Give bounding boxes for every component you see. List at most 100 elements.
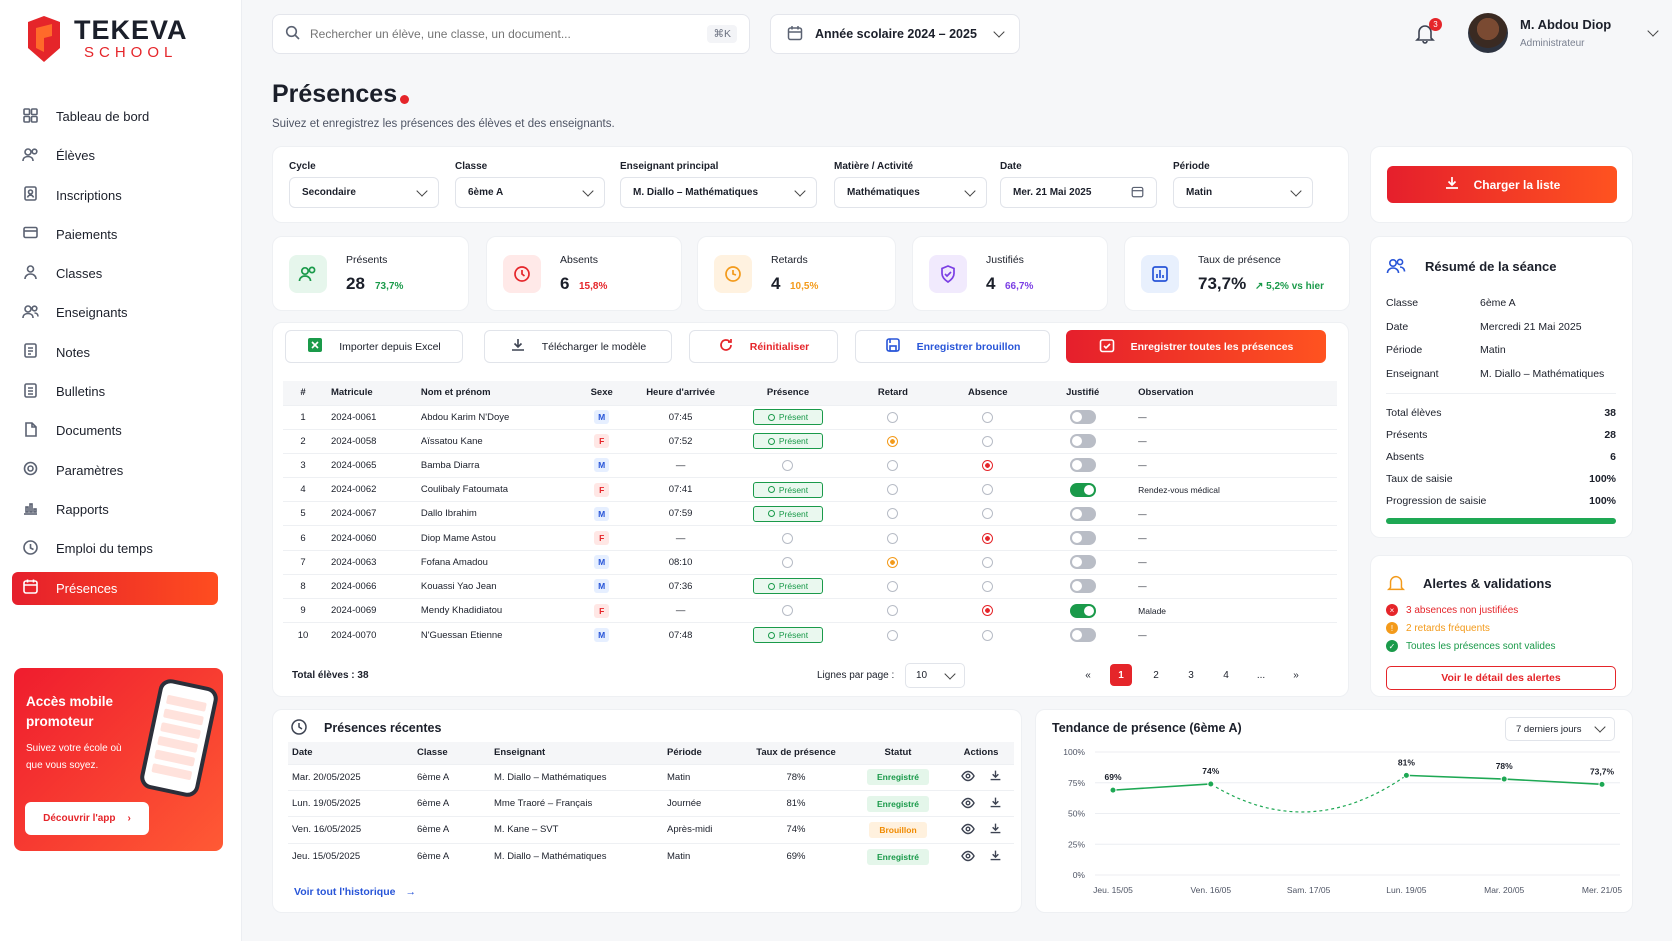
late-radio[interactable] [887, 484, 899, 496]
late-radio[interactable] [887, 435, 899, 447]
absent-radio[interactable] [982, 532, 994, 544]
justified-toggle[interactable] [1069, 506, 1096, 521]
justified-toggle[interactable] [1069, 531, 1096, 546]
history-link[interactable]: Voir tout l'historique → [294, 886, 416, 898]
absent-radio[interactable] [982, 411, 994, 423]
data-point[interactable] [1402, 771, 1410, 779]
justified-toggle[interactable] [1069, 603, 1096, 618]
data-point[interactable] [1109, 786, 1117, 794]
matricule: 2024-0065 [322, 452, 413, 478]
eye-icon[interactable] [960, 797, 975, 812]
present-badge[interactable]: Présent [752, 505, 824, 522]
page-button[interactable]: 2 [1153, 669, 1159, 681]
justified-toggle[interactable] [1069, 628, 1096, 643]
justified-toggle[interactable] [1069, 579, 1096, 594]
logo[interactable]: TEKEVA SCHOOL [22, 14, 188, 64]
download-icon[interactable] [989, 797, 1002, 812]
trend-range-select[interactable]: 7 derniers jours [1505, 717, 1615, 741]
classe-select[interactable]: 6ème A [455, 177, 605, 208]
download-template-button[interactable]: Télécharger le modèle [484, 330, 672, 363]
justified-toggle[interactable] [1069, 555, 1096, 570]
absent-radio[interactable] [982, 605, 994, 617]
sidebar-item-documents[interactable]: Documents [12, 414, 218, 447]
eye-icon[interactable] [960, 823, 975, 838]
absent-radio[interactable] [982, 508, 994, 520]
sidebar-item-parametres[interactable]: Paramètres [12, 454, 218, 487]
date-picker[interactable]: Mer. 21 Mai 2025 [1000, 177, 1157, 208]
absent-radio[interactable] [982, 459, 994, 471]
last-page-button[interactable]: » [1293, 669, 1299, 681]
data-point[interactable] [1500, 775, 1508, 783]
presence-radio[interactable] [782, 605, 794, 617]
sidebar-item-classes[interactable]: Classes [12, 257, 218, 290]
page-button[interactable]: 1 [1110, 664, 1132, 686]
late-radio[interactable] [887, 629, 899, 641]
load-list-button[interactable]: Charger la liste [1387, 166, 1617, 203]
stat-label: Présents [346, 254, 388, 266]
eye-icon[interactable] [960, 770, 975, 785]
cycle-select[interactable]: Secondaire [289, 177, 439, 208]
reset-button[interactable]: Réinitialiser [689, 330, 838, 363]
page-button[interactable]: ... [1256, 669, 1266, 681]
sidebar-item-notes[interactable]: Notes [12, 336, 218, 369]
sidebar-item-tableau-de-bord[interactable]: Tableau de bord [12, 100, 218, 133]
present-badge[interactable]: Présent [752, 481, 824, 498]
presence-radio[interactable] [782, 532, 794, 544]
absent-radio[interactable] [982, 629, 994, 641]
sidebar-item-presences[interactable]: Présences [12, 571, 218, 605]
school-year-select[interactable]: Année scolaire 2024 – 2025 [770, 14, 1020, 54]
period-select[interactable]: Matin [1173, 177, 1313, 208]
justified-toggle[interactable] [1069, 482, 1096, 497]
sidebar-item-bulletins[interactable]: Bulletins [12, 375, 218, 408]
present-badge[interactable]: Présent [752, 627, 824, 644]
justified-toggle[interactable] [1069, 434, 1096, 449]
user-menu[interactable]: M. Abdou Diop Administrateur [1468, 13, 1659, 53]
download-icon[interactable] [989, 850, 1002, 865]
late-radio[interactable] [887, 508, 899, 520]
sidebar-item-paiements[interactable]: Paiements [12, 218, 218, 251]
justified-toggle[interactable] [1069, 410, 1096, 425]
justified-toggle[interactable] [1069, 458, 1096, 473]
late-radio[interactable] [887, 532, 899, 544]
data-point[interactable] [1598, 780, 1606, 788]
sidebar-item-inscriptions[interactable]: Inscriptions [12, 179, 218, 212]
download-icon[interactable] [989, 770, 1002, 785]
presence-radio[interactable] [782, 556, 794, 568]
data-point[interactable] [1207, 780, 1215, 788]
stat-percent: ↗ 5,2% vs hier [1255, 281, 1324, 292]
absent-radio[interactable] [982, 556, 994, 568]
sidebar-item-eleves[interactable]: Élèves [12, 139, 218, 172]
page-button[interactable]: 3 [1188, 669, 1194, 681]
import-excel-button[interactable]: Importer depuis Excel [285, 330, 463, 363]
late-radio[interactable] [887, 556, 899, 568]
present-badge[interactable]: Présent [752, 578, 824, 595]
page-button[interactable]: 4 [1223, 669, 1229, 681]
absent-radio[interactable] [982, 580, 994, 592]
download-icon[interactable] [989, 823, 1002, 838]
save-draft-button[interactable]: Enregistrer brouillon [855, 330, 1050, 363]
presence-radio[interactable] [782, 459, 794, 471]
absent-radio[interactable] [982, 435, 994, 447]
notifications-button[interactable]: 3 [1414, 18, 1442, 46]
sidebar-item-rapports[interactable]: Rapports [12, 493, 218, 526]
alerts-detail-button[interactable]: Voir le détail des alertes [1386, 666, 1616, 690]
first-page-button[interactable]: « [1085, 669, 1091, 681]
rows-per-page-select[interactable]: 10 [905, 663, 965, 688]
present-badge[interactable]: Présent [752, 409, 824, 426]
late-radio[interactable] [887, 459, 899, 471]
sidebar-item-emploi-du-temps[interactable]: Emploi du temps [12, 532, 218, 565]
eye-icon[interactable] [960, 850, 975, 865]
late-radio[interactable] [887, 580, 899, 592]
late-radio[interactable] [887, 605, 899, 617]
late-radio[interactable] [887, 411, 899, 423]
discover-app-button[interactable]: Découvrir l'app › [25, 802, 149, 835]
subject-value: Mathématiques [847, 187, 920, 198]
subject-select[interactable]: Mathématiques [834, 177, 987, 208]
search-bar[interactable]: ⌘K [272, 14, 750, 54]
save-all-button[interactable]: Enregistrer toutes les présences [1066, 330, 1326, 363]
absent-radio[interactable] [982, 484, 994, 496]
sidebar-item-enseignants[interactable]: Enseignants [12, 296, 218, 329]
search-input[interactable] [310, 27, 708, 41]
teacher-select[interactable]: M. Diallo – Mathématiques [620, 177, 817, 208]
present-badge[interactable]: Présent [752, 433, 824, 450]
